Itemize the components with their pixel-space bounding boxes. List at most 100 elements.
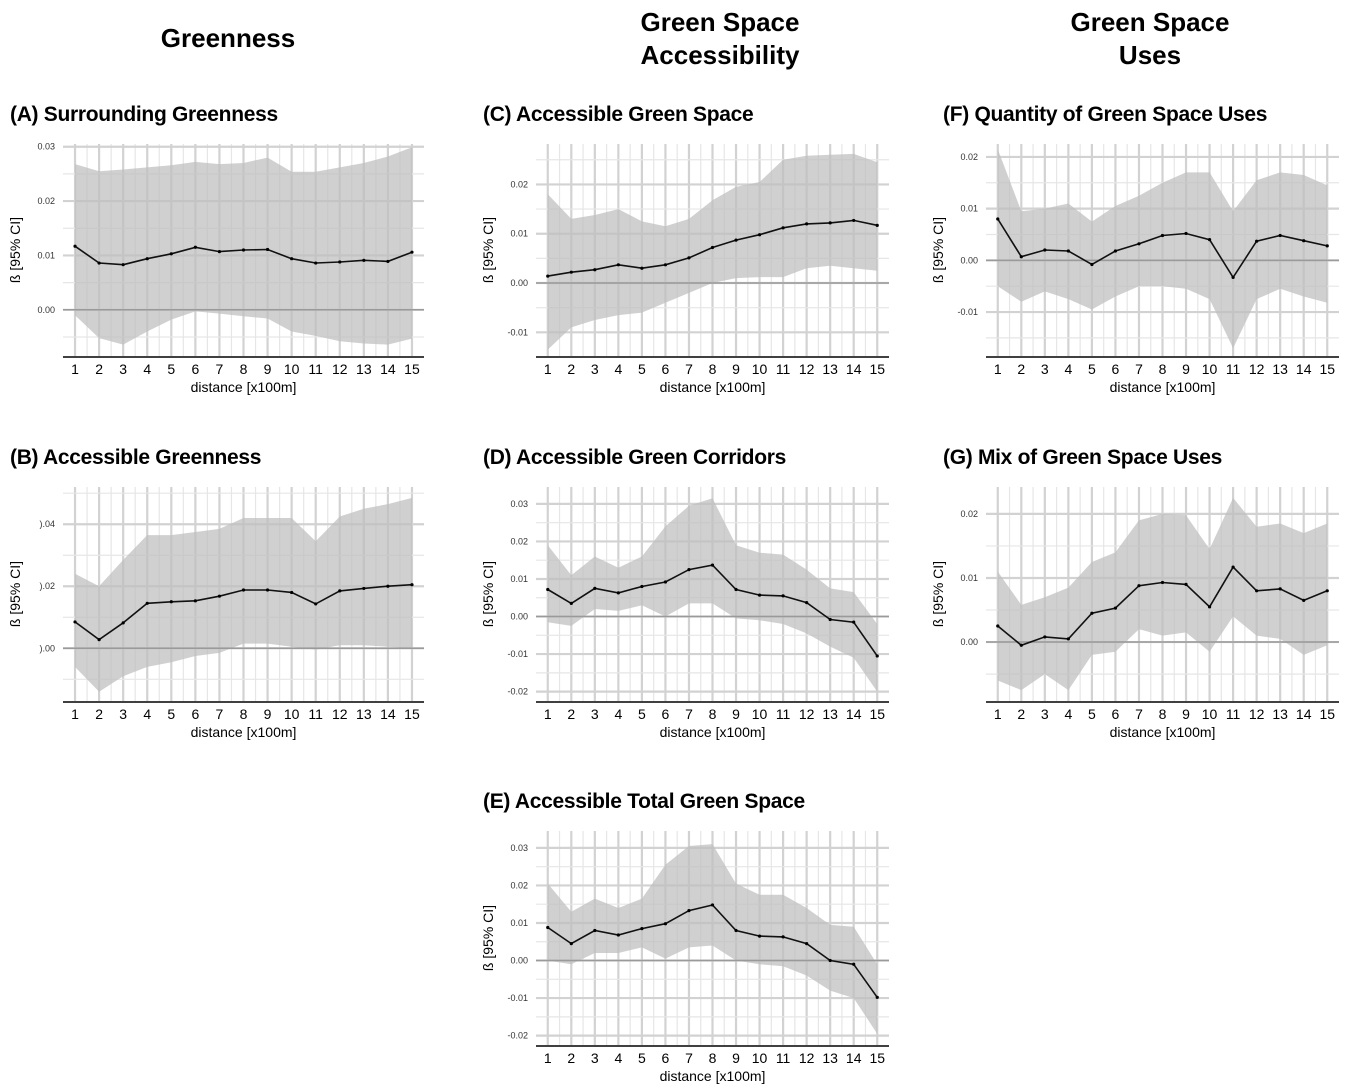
estimate-point-f-7: [1137, 242, 1141, 246]
estimate-point-b-14: [386, 584, 390, 588]
x-tick-label-c-13: 13: [822, 361, 838, 377]
panel-title-c: (C) Accessible Green Space: [483, 103, 754, 126]
x-tick-label-c-2: 2: [567, 361, 575, 377]
x-tick-label-a-4: 4: [143, 361, 151, 377]
y-tick-label-g-1: 0.01: [960, 573, 978, 583]
x-tick-label-d-3: 3: [591, 706, 599, 722]
x-tick-label-b-9: 9: [264, 706, 272, 722]
estimate-point-g-12: [1255, 589, 1259, 593]
x-tick-label-c-5: 5: [638, 361, 646, 377]
x-tick-label-b-1: 1: [71, 706, 79, 722]
x-axis-label-b: distance [x100m]: [191, 724, 297, 740]
x-tick-label-g-5: 5: [1088, 706, 1096, 722]
estimate-point-g-5: [1090, 611, 1094, 615]
estimate-point-f-11: [1231, 275, 1235, 280]
panel-title-a: (A) Surrounding Greenness: [10, 103, 278, 126]
estimate-point-f-15: [1325, 244, 1329, 248]
x-tick-label-f-4: 4: [1064, 361, 1072, 377]
x-tick-label-a-3: 3: [119, 361, 127, 377]
ci-ribbon-a: [75, 147, 412, 345]
estimate-point-c-14: [852, 218, 856, 223]
x-tick-label-e-1: 1: [544, 1050, 552, 1066]
y-axis-label-e: ß [95% CI]: [480, 905, 496, 971]
estimate-point-e-14: [852, 962, 856, 966]
estimate-point-a-1: [73, 244, 77, 248]
estimate-point-d-11: [781, 594, 785, 598]
y-axis-label-g: ß [95% CI]: [930, 561, 946, 627]
estimate-point-c-2: [569, 270, 573, 274]
estimate-point-e-11: [781, 935, 785, 939]
estimate-point-d-3: [593, 586, 597, 590]
y-tick-label-d-1: -0.01: [507, 649, 528, 659]
estimate-point-c-8: [710, 245, 715, 250]
estimate-point-g-1: [996, 624, 1000, 628]
estimate-point-b-5: [169, 600, 173, 604]
x-tick-label-d-6: 6: [662, 706, 670, 722]
estimate-point-e-3: [593, 928, 597, 933]
x-tick-label-f-6: 6: [1112, 361, 1120, 377]
x-tick-label-f-7: 7: [1135, 361, 1143, 377]
estimate-point-e-13: [828, 958, 832, 963]
estimate-point-f-4: [1066, 249, 1070, 253]
estimate-point-f-1: [996, 217, 1000, 221]
x-tick-label-d-13: 13: [822, 706, 838, 722]
estimate-point-g-3: [1043, 635, 1047, 639]
x-tick-label-g-4: 4: [1064, 706, 1072, 722]
estimate-point-c-5: [640, 266, 644, 270]
x-tick-label-c-15: 15: [869, 361, 885, 377]
x-tick-label-a-1: 1: [71, 361, 79, 377]
x-tick-label-g-13: 13: [1272, 706, 1288, 722]
x-tick-label-a-13: 13: [356, 361, 372, 377]
y-tick-label-c-2: 0.01: [510, 229, 528, 239]
ci-ribbon-c: [547, 153, 878, 350]
x-tick-label-b-7: 7: [216, 706, 224, 722]
estimate-point-e-2: [569, 942, 573, 946]
estimate-point-b-1: [73, 620, 77, 624]
estimate-point-b-13: [362, 586, 366, 591]
x-tick-label-c-7: 7: [685, 361, 693, 377]
y-tick-label-g-2: 0.02: [960, 509, 978, 519]
x-tick-label-g-11: 11: [1226, 706, 1241, 722]
estimate-point-a-3: [121, 263, 125, 267]
x-tick-label-b-3: 3: [119, 706, 127, 722]
estimate-point-f-13: [1278, 233, 1282, 238]
y-tick-label-c-0: -0.01: [507, 327, 528, 337]
x-tick-label-e-10: 10: [752, 1050, 768, 1066]
estimate-point-e-12: [805, 942, 809, 946]
estimate-point-f-9: [1184, 231, 1188, 236]
estimate-point-a-2: [97, 261, 101, 265]
x-tick-label-d-8: 8: [709, 706, 717, 722]
estimate-point-c-4: [616, 263, 620, 267]
estimate-point-a-9: [265, 247, 270, 252]
x-tick-label-c-14: 14: [846, 361, 862, 377]
x-tick-label-e-5: 5: [638, 1050, 646, 1066]
panel-title-e: (E) Accessible Total Green Space: [483, 790, 805, 813]
x-tick-label-d-9: 9: [732, 706, 740, 722]
estimate-point-c-9: [734, 238, 738, 242]
y-tick-label-b-2: ).04: [39, 519, 55, 529]
x-tick-label-d-5: 5: [638, 706, 646, 722]
x-tick-label-f-5: 5: [1088, 361, 1096, 377]
estimate-point-d-12: [805, 601, 809, 605]
y-tick-label-d-4: 0.02: [510, 536, 528, 546]
estimate-point-b-10: [290, 590, 294, 595]
x-tick-label-b-2: 2: [95, 706, 103, 722]
x-axis-label-a: distance [x100m]: [191, 379, 297, 395]
estimate-point-f-8: [1160, 233, 1165, 238]
chart-a: 0.000.010.020.031 2 3 4 5 6 7 8 9 10 11 12 13 14 15dis…: [7, 142, 424, 395]
estimate-point-g-4: [1066, 637, 1070, 641]
estimate-point-a-6: [193, 245, 197, 249]
x-tick-label-a-11: 11: [308, 361, 323, 377]
column-header-accessibility-line2: Accessibility: [640, 40, 800, 70]
x-tick-label-f-10: 10: [1202, 361, 1218, 377]
x-tick-label-c-1: 1: [544, 361, 552, 377]
x-tick-label-g-6: 6: [1112, 706, 1120, 722]
y-tick-label-f-1: 0.00: [960, 255, 978, 265]
x-tick-label-e-9: 9: [732, 1050, 740, 1066]
y-tick-label-g-0: 0.00: [960, 637, 978, 647]
x-tick-label-e-8: 8: [709, 1050, 717, 1066]
ci-ribbon-d: [547, 498, 878, 692]
estimate-point-f-14: [1302, 239, 1306, 243]
y-tick-label-b-0: ).00: [39, 643, 55, 653]
x-tick-label-b-10: 10: [284, 706, 300, 722]
